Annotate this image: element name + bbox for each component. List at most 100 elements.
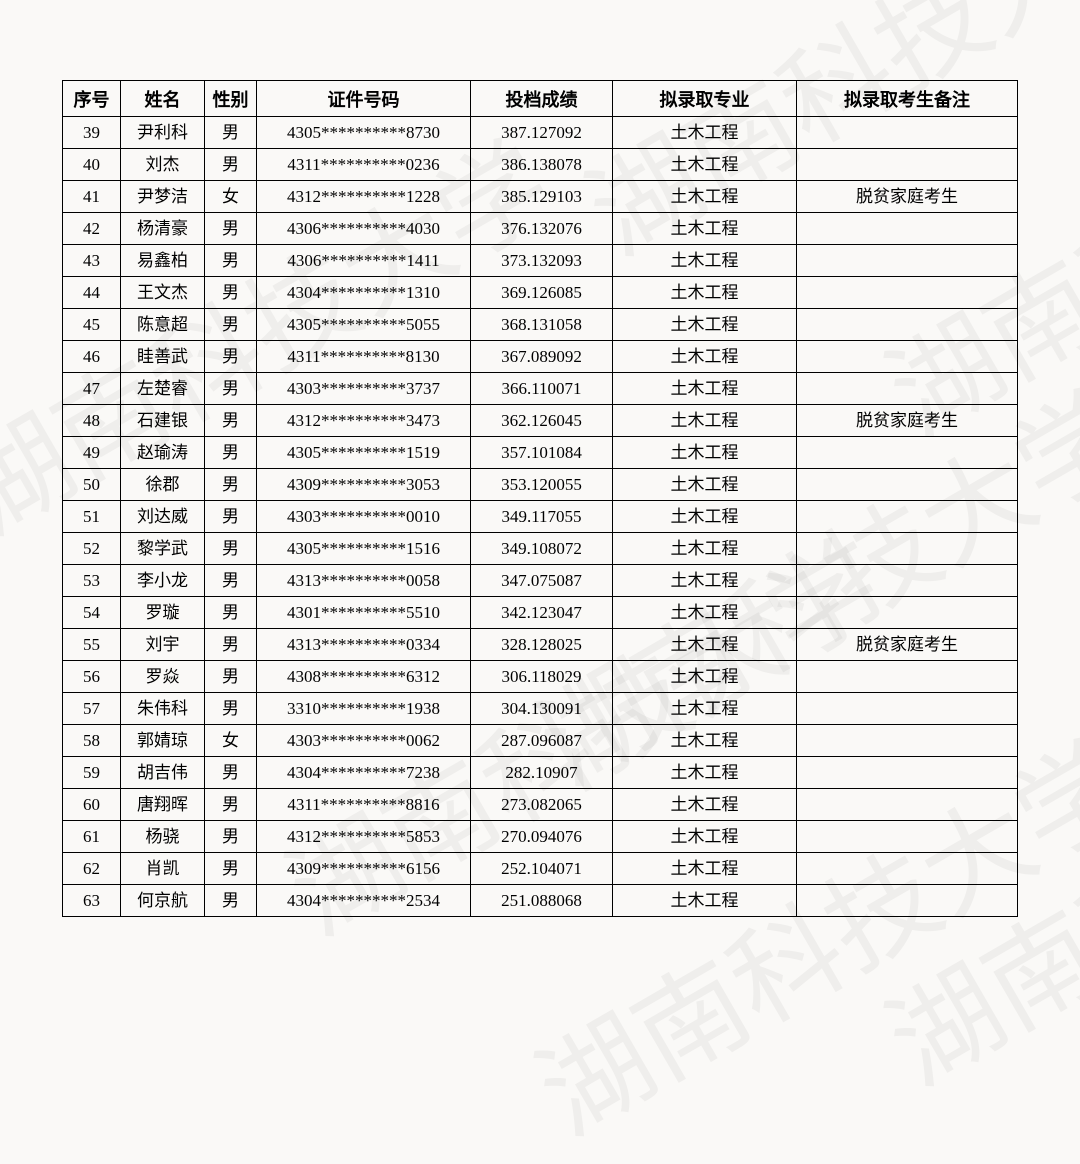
table-cell: 46 — [63, 341, 121, 373]
table-cell: 273.082065 — [471, 789, 613, 821]
table-cell: 男 — [205, 117, 257, 149]
table-cell: 土木工程 — [613, 661, 797, 693]
table-row: 63何京航男4304**********2534251.088068土木工程 — [63, 885, 1018, 917]
table-cell: 41 — [63, 181, 121, 213]
table-cell: 土木工程 — [613, 149, 797, 181]
table-cell: 4306**********1411 — [257, 245, 471, 277]
table-cell: 4312**********3473 — [257, 405, 471, 437]
table-cell: 土木工程 — [613, 213, 797, 245]
table-row: 58郭婧琼女4303**********0062287.096087土木工程 — [63, 725, 1018, 757]
table-cell: 40 — [63, 149, 121, 181]
table-cell: 罗璇 — [121, 597, 205, 629]
table-row: 49赵瑜涛男4305**********1519357.101084土木工程 — [63, 437, 1018, 469]
table-row: 39尹利科男4305**********8730387.127092土木工程 — [63, 117, 1018, 149]
table-cell: 土木工程 — [613, 373, 797, 405]
table-cell: 362.126045 — [471, 405, 613, 437]
table-cell — [797, 437, 1018, 469]
table-cell: 眭善武 — [121, 341, 205, 373]
table-cell: 61 — [63, 821, 121, 853]
table-cell: 63 — [63, 885, 121, 917]
table-cell: 男 — [205, 277, 257, 309]
table-cell: 男 — [205, 533, 257, 565]
table-cell: 王文杰 — [121, 277, 205, 309]
table-cell: 杨清豪 — [121, 213, 205, 245]
table-cell — [797, 565, 1018, 597]
table-header-row: 序号 姓名 性别 证件号码 投档成绩 拟录取专业 拟录取考生备注 — [63, 81, 1018, 117]
table-cell — [797, 533, 1018, 565]
table-cell: 252.104071 — [471, 853, 613, 885]
table-cell: 376.132076 — [471, 213, 613, 245]
table-cell: 4311**********8816 — [257, 789, 471, 821]
table-cell: 368.131058 — [471, 309, 613, 341]
table-cell: 石建银 — [121, 405, 205, 437]
table-cell: 刘达威 — [121, 501, 205, 533]
table-row: 48石建银男4312**********3473362.126045土木工程脱贫… — [63, 405, 1018, 437]
table-row: 60唐翔晖男4311**********8816273.082065土木工程 — [63, 789, 1018, 821]
table-cell: 男 — [205, 821, 257, 853]
table-cell: 42 — [63, 213, 121, 245]
table-cell: 57 — [63, 693, 121, 725]
table-cell: 男 — [205, 853, 257, 885]
table-cell: 4313**********0058 — [257, 565, 471, 597]
table-cell: 左楚睿 — [121, 373, 205, 405]
table-cell: 304.130091 — [471, 693, 613, 725]
table-row: 45陈意超男4305**********5055368.131058土木工程 — [63, 309, 1018, 341]
table-row: 62肖凯男4309**********6156252.104071土木工程 — [63, 853, 1018, 885]
table-cell: 赵瑜涛 — [121, 437, 205, 469]
table-cell: 366.110071 — [471, 373, 613, 405]
table-cell: 男 — [205, 693, 257, 725]
table-cell: 373.132093 — [471, 245, 613, 277]
table-cell: 47 — [63, 373, 121, 405]
table-cell: 男 — [205, 309, 257, 341]
table-cell: 4309**********6156 — [257, 853, 471, 885]
table-cell: 51 — [63, 501, 121, 533]
table-cell: 土木工程 — [613, 309, 797, 341]
table-cell: 48 — [63, 405, 121, 437]
table-row: 43易鑫柏男4306**********1411373.132093土木工程 — [63, 245, 1018, 277]
table-cell: 60 — [63, 789, 121, 821]
table-cell: 土木工程 — [613, 181, 797, 213]
table-cell: 62 — [63, 853, 121, 885]
admission-table: 序号 姓名 性别 证件号码 投档成绩 拟录取专业 拟录取考生备注 39尹利科男4… — [62, 80, 1018, 917]
table-cell: 男 — [205, 757, 257, 789]
table-cell: 男 — [205, 373, 257, 405]
table-cell — [797, 853, 1018, 885]
table-cell: 土木工程 — [613, 885, 797, 917]
table-cell: 土木工程 — [613, 821, 797, 853]
table-cell: 4313**********0334 — [257, 629, 471, 661]
table-cell: 男 — [205, 245, 257, 277]
table-cell: 刘宇 — [121, 629, 205, 661]
table-cell: 男 — [205, 213, 257, 245]
table-row: 55刘宇男4313**********0334328.128025土木工程脱贫家… — [63, 629, 1018, 661]
table-cell: 59 — [63, 757, 121, 789]
table-cell: 52 — [63, 533, 121, 565]
table-cell: 4304**********2534 — [257, 885, 471, 917]
table-cell — [797, 885, 1018, 917]
table-row: 51刘达威男4303**********0010349.117055土木工程 — [63, 501, 1018, 533]
table-cell: 56 — [63, 661, 121, 693]
table-row: 59胡吉伟男4304**********7238282.10907土木工程 — [63, 757, 1018, 789]
table-cell: 4303**********0062 — [257, 725, 471, 757]
table-cell: 369.126085 — [471, 277, 613, 309]
table-cell: 土木工程 — [613, 693, 797, 725]
table-row: 42杨清豪男4306**********4030376.132076土木工程 — [63, 213, 1018, 245]
table-cell: 陈意超 — [121, 309, 205, 341]
table-cell: 45 — [63, 309, 121, 341]
table-cell: 4304**********1310 — [257, 277, 471, 309]
table-cell — [797, 725, 1018, 757]
col-header-id: 证件号码 — [257, 81, 471, 117]
table-row: 52黎学武男4305**********1516349.108072土木工程 — [63, 533, 1018, 565]
table-row: 40刘杰男4311**********0236386.138078土木工程 — [63, 149, 1018, 181]
table-cell: 4304**********7238 — [257, 757, 471, 789]
table-cell: 郭婧琼 — [121, 725, 205, 757]
col-header-note: 拟录取考生备注 — [797, 81, 1018, 117]
table-cell — [797, 213, 1018, 245]
table-cell: 土木工程 — [613, 117, 797, 149]
table-cell — [797, 821, 1018, 853]
table-cell: 男 — [205, 629, 257, 661]
table-cell — [797, 245, 1018, 277]
col-header-name: 姓名 — [121, 81, 205, 117]
table-cell: 杨骁 — [121, 821, 205, 853]
table-cell: 男 — [205, 469, 257, 501]
table-cell: 男 — [205, 341, 257, 373]
